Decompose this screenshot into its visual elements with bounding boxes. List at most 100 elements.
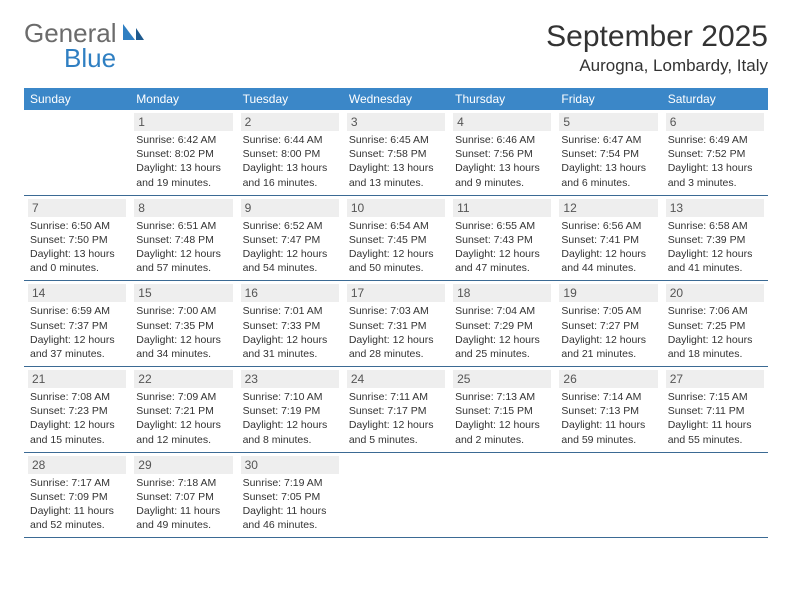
day-cell: 12Sunrise: 6:56 AMSunset: 7:41 PMDayligh… [555, 196, 661, 281]
day-detail-line: Daylight: 12 hours [134, 333, 232, 347]
day-detail-line: Sunset: 7:35 PM [134, 319, 232, 333]
day-cell: 18Sunrise: 7:04 AMSunset: 7:29 PMDayligh… [449, 281, 555, 366]
day-number: 30 [241, 456, 339, 474]
day-detail-line: Daylight: 13 hours [666, 161, 764, 175]
day-cell: 8Sunrise: 6:51 AMSunset: 7:48 PMDaylight… [130, 196, 236, 281]
day-detail-line: and 3 minutes. [666, 176, 764, 190]
day-cell: 16Sunrise: 7:01 AMSunset: 7:33 PMDayligh… [237, 281, 343, 366]
day-cell: 24Sunrise: 7:11 AMSunset: 7:17 PMDayligh… [343, 367, 449, 452]
day-cell: 2Sunrise: 6:44 AMSunset: 8:00 PMDaylight… [237, 110, 343, 195]
calendar-page: General Blue September 2025 Aurogna, Lom… [0, 0, 792, 558]
day-cell: 17Sunrise: 7:03 AMSunset: 7:31 PMDayligh… [343, 281, 449, 366]
day-detail-line: Sunrise: 7:08 AM [28, 390, 126, 404]
weekday-header-row: SundayMondayTuesdayWednesdayThursdayFrid… [24, 88, 768, 110]
day-cell: 7Sunrise: 6:50 AMSunset: 7:50 PMDaylight… [24, 196, 130, 281]
day-detail-line: Sunset: 7:15 PM [453, 404, 551, 418]
header: General Blue September 2025 Aurogna, Lom… [24, 20, 768, 76]
day-detail-line: Daylight: 12 hours [241, 247, 339, 261]
day-detail-line: Sunrise: 7:11 AM [347, 390, 445, 404]
day-detail-line: Sunset: 7:47 PM [241, 233, 339, 247]
day-detail-line: Sunrise: 7:14 AM [559, 390, 657, 404]
day-detail-line: and 37 minutes. [28, 347, 126, 361]
day-number: 29 [134, 456, 232, 474]
day-cell: 9Sunrise: 6:52 AMSunset: 7:47 PMDaylight… [237, 196, 343, 281]
day-cell: 6Sunrise: 6:49 AMSunset: 7:52 PMDaylight… [662, 110, 768, 195]
day-cell: 30Sunrise: 7:19 AMSunset: 7:05 PMDayligh… [237, 453, 343, 538]
weekday-header: Thursday [449, 88, 555, 110]
day-number: 6 [666, 113, 764, 131]
day-detail-line: Daylight: 12 hours [28, 333, 126, 347]
day-detail-line: Daylight: 13 hours [347, 161, 445, 175]
day-number: 28 [28, 456, 126, 474]
day-number: 2 [241, 113, 339, 131]
day-detail-line: Daylight: 12 hours [241, 418, 339, 432]
day-detail-line: Sunrise: 6:49 AM [666, 133, 764, 147]
day-detail-line: Sunset: 8:02 PM [134, 147, 232, 161]
day-detail-line: Sunset: 8:00 PM [241, 147, 339, 161]
day-detail-line: Daylight: 12 hours [559, 247, 657, 261]
day-cell: 15Sunrise: 7:00 AMSunset: 7:35 PMDayligh… [130, 281, 236, 366]
day-detail-line: Sunrise: 6:45 AM [347, 133, 445, 147]
day-detail-line: Daylight: 12 hours [453, 418, 551, 432]
day-detail-line: and 55 minutes. [666, 433, 764, 447]
day-detail-line: Sunrise: 6:52 AM [241, 219, 339, 233]
day-number: 3 [347, 113, 445, 131]
title-block: September 2025 Aurogna, Lombardy, Italy [546, 20, 768, 76]
day-cell: 4Sunrise: 6:46 AMSunset: 7:56 PMDaylight… [449, 110, 555, 195]
day-cell: 22Sunrise: 7:09 AMSunset: 7:21 PMDayligh… [130, 367, 236, 452]
day-detail-line: and 15 minutes. [28, 433, 126, 447]
day-detail-line: Daylight: 12 hours [347, 247, 445, 261]
weekday-header: Friday [555, 88, 661, 110]
day-cell: 25Sunrise: 7:13 AMSunset: 7:15 PMDayligh… [449, 367, 555, 452]
day-detail-line: Daylight: 12 hours [666, 247, 764, 261]
day-number: 17 [347, 284, 445, 302]
logo: General Blue [24, 20, 145, 71]
day-detail-line: Sunrise: 7:01 AM [241, 304, 339, 318]
day-cell: 23Sunrise: 7:10 AMSunset: 7:19 PMDayligh… [237, 367, 343, 452]
day-detail-line: and 13 minutes. [347, 176, 445, 190]
day-cell: 19Sunrise: 7:05 AMSunset: 7:27 PMDayligh… [555, 281, 661, 366]
day-detail-line: Daylight: 11 hours [241, 504, 339, 518]
day-detail-line: Daylight: 12 hours [347, 418, 445, 432]
day-cell: 29Sunrise: 7:18 AMSunset: 7:07 PMDayligh… [130, 453, 236, 538]
day-detail-line: Sunset: 7:21 PM [134, 404, 232, 418]
day-number: 21 [28, 370, 126, 388]
day-detail-line: Daylight: 11 hours [28, 504, 126, 518]
day-cell: 14Sunrise: 6:59 AMSunset: 7:37 PMDayligh… [24, 281, 130, 366]
day-detail-line: Sunset: 7:19 PM [241, 404, 339, 418]
day-detail-line: Sunrise: 7:09 AM [134, 390, 232, 404]
day-detail-line: Daylight: 11 hours [134, 504, 232, 518]
day-cell [555, 453, 661, 538]
logo-text-block: General Blue [24, 20, 145, 71]
day-cell: 28Sunrise: 7:17 AMSunset: 7:09 PMDayligh… [24, 453, 130, 538]
day-detail-line: and 57 minutes. [134, 261, 232, 275]
day-detail-line: and 0 minutes. [28, 261, 126, 275]
day-detail-line: and 59 minutes. [559, 433, 657, 447]
day-detail-line: and 31 minutes. [241, 347, 339, 361]
day-detail-line: and 46 minutes. [241, 518, 339, 532]
location: Aurogna, Lombardy, Italy [546, 56, 768, 76]
day-detail-line: Sunset: 7:48 PM [134, 233, 232, 247]
day-cell: 21Sunrise: 7:08 AMSunset: 7:23 PMDayligh… [24, 367, 130, 452]
day-number: 5 [559, 113, 657, 131]
day-detail-line: and 6 minutes. [559, 176, 657, 190]
day-detail-line: Sunrise: 6:54 AM [347, 219, 445, 233]
day-detail-line: Sunset: 7:58 PM [347, 147, 445, 161]
weekday-header: Wednesday [343, 88, 449, 110]
day-cell: 20Sunrise: 7:06 AMSunset: 7:25 PMDayligh… [662, 281, 768, 366]
day-detail-line: Sunset: 7:29 PM [453, 319, 551, 333]
day-number: 14 [28, 284, 126, 302]
day-detail-line: and 47 minutes. [453, 261, 551, 275]
day-detail-line: and 49 minutes. [134, 518, 232, 532]
day-detail-line: Sunrise: 7:00 AM [134, 304, 232, 318]
day-detail-line: Sunrise: 7:10 AM [241, 390, 339, 404]
day-detail-line: and 5 minutes. [347, 433, 445, 447]
month-title: September 2025 [546, 20, 768, 54]
day-detail-line: Daylight: 13 hours [134, 161, 232, 175]
day-cell: 26Sunrise: 7:14 AMSunset: 7:13 PMDayligh… [555, 367, 661, 452]
day-detail-line: Sunset: 7:13 PM [559, 404, 657, 418]
day-detail-line: Daylight: 12 hours [453, 333, 551, 347]
day-detail-line: Sunrise: 7:05 AM [559, 304, 657, 318]
day-detail-line: Sunrise: 7:17 AM [28, 476, 126, 490]
day-detail-line: and 9 minutes. [453, 176, 551, 190]
